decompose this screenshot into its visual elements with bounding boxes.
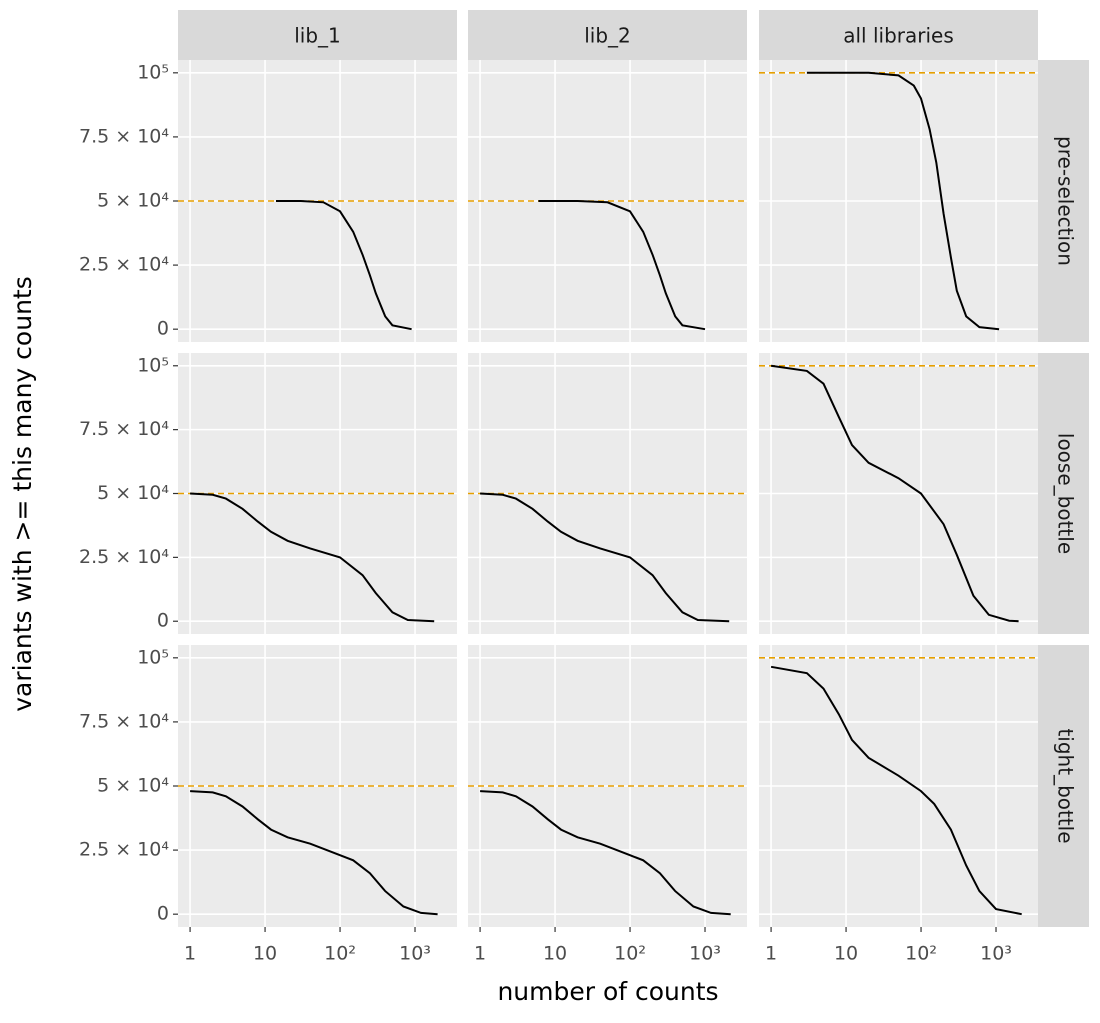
y-tick-label: 5 × 10⁴ — [97, 190, 169, 212]
data-line — [806, 71, 1000, 331]
x-tick-label: 1 — [765, 943, 777, 965]
y-tick-label: 7.5 × 10⁴ — [79, 710, 169, 732]
y-tick-label: 2.5 × 10⁴ — [79, 839, 169, 861]
x-tick-label: 1 — [474, 943, 486, 965]
x-tick-label: 10 — [543, 943, 567, 965]
data-line — [190, 492, 435, 623]
y-tick-label: 0 — [157, 610, 169, 632]
y-tick-label: 5 × 10⁴ — [97, 482, 169, 504]
x-tick-label: 10 — [834, 943, 858, 965]
strip — [759, 10, 1038, 60]
y-tick-label: 5 × 10⁴ — [97, 775, 169, 797]
column-label: lib_2 — [584, 24, 631, 48]
x-tick-label: 10² — [905, 943, 937, 965]
y-tick-label: 2.5 × 10⁴ — [79, 546, 169, 568]
x-tick-label: 10 — [253, 943, 277, 965]
column-label: lib_1 — [294, 24, 341, 48]
strip — [1038, 353, 1089, 634]
y-tick-label: 7.5 × 10⁴ — [79, 418, 169, 440]
y-axis-title: variants with >= this many counts — [8, 276, 37, 712]
y-tick-label: 2.5 × 10⁴ — [79, 254, 169, 276]
x-tick-label: 10³ — [980, 943, 1012, 965]
x-tick-label: 1 — [184, 943, 196, 965]
row-label: tight_bottle — [1054, 728, 1078, 843]
y-tick-label: 10⁵ — [137, 354, 169, 376]
y-tick-label: 10⁵ — [137, 646, 169, 668]
strip — [178, 10, 457, 60]
x-tick-label: 10³ — [399, 943, 431, 965]
data-line — [190, 790, 438, 916]
x-tick-label: 10² — [614, 943, 646, 965]
data-line — [538, 200, 706, 331]
y-tick-label: 0 — [157, 903, 169, 925]
strip — [1038, 645, 1089, 927]
x-tick-label: 10² — [324, 943, 356, 965]
row-label: pre-selection — [1054, 136, 1078, 266]
y-tick-label: 0 — [157, 318, 169, 340]
x-axis-title: number of counts — [497, 977, 718, 1006]
row-label: loose_bottle — [1054, 433, 1078, 554]
x-tick-label: 10³ — [689, 943, 721, 965]
data-line — [770, 665, 1022, 916]
strip — [1038, 60, 1089, 342]
y-tick-label: 10⁵ — [137, 61, 169, 83]
strip — [468, 10, 747, 60]
data-line — [480, 492, 730, 623]
column-label: all libraries — [843, 24, 954, 48]
data-line — [770, 364, 1019, 623]
data-line — [480, 790, 731, 916]
data-line — [276, 200, 412, 331]
y-tick-label: 7.5 × 10⁴ — [79, 125, 169, 147]
